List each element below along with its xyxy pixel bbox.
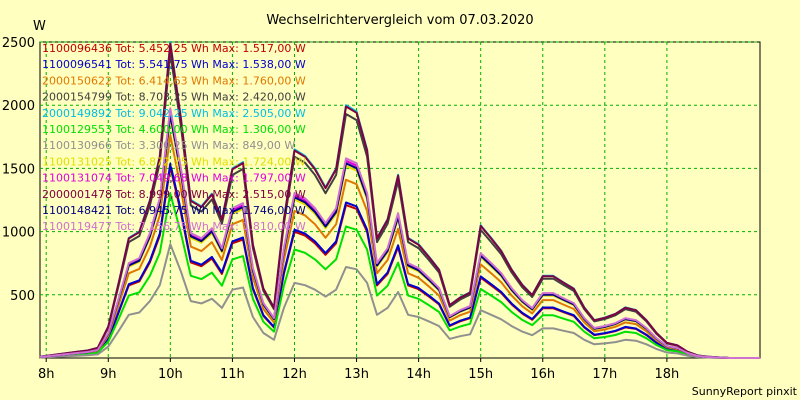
legend-item: 1100096541 Tot: 5.541,75 Wh Max: 1.538,0… bbox=[42, 58, 306, 71]
series-line-7 bbox=[39, 243, 760, 359]
series-line-2 bbox=[39, 162, 760, 359]
y-tick-label: 2000 bbox=[2, 99, 35, 114]
footer-credit: SunnyReport pinxit bbox=[692, 385, 798, 398]
legend-item: 1100096436 Tot: 5.452,25 Wh Max: 1.517,0… bbox=[42, 42, 306, 55]
x-tick-label: 13h bbox=[344, 367, 369, 382]
x-tick-label: 11h bbox=[220, 367, 245, 382]
legend-item: 1100131025 Tot: 6.872,75 Wh Max: 1.724,0… bbox=[42, 155, 306, 168]
y-tick-label: 1000 bbox=[2, 226, 35, 241]
chart-title: Wechselrichtervergleich vom 07.03.2020 bbox=[266, 13, 533, 28]
y-axis-unit: W bbox=[33, 19, 46, 34]
legend: 1100096436 Tot: 5.452,25 Wh Max: 1.517,0… bbox=[42, 42, 306, 233]
legend-item: 1100148421 Tot: 6.945,75 Wh Max: 1.746,0… bbox=[42, 204, 306, 217]
legend-item: 1100129553 Tot: 4.600,00 Wh Max: 1.306,0… bbox=[42, 123, 306, 136]
x-tick-label: 12h bbox=[282, 367, 307, 382]
series-line-3 bbox=[39, 134, 760, 359]
x-tick-label: 16h bbox=[530, 367, 555, 382]
y-ticks: 500 1000 1500 2000 2500 bbox=[2, 36, 35, 304]
series-line-12 bbox=[39, 107, 760, 359]
y-tick-label: 1500 bbox=[2, 162, 35, 177]
legend-item: 1100130966 Tot: 3.300,25 Wh Max: 849,00 … bbox=[42, 139, 295, 152]
legend-item: 2000149892 Tot: 9.042,25 Wh Max: 2.505,0… bbox=[42, 107, 306, 120]
x-tick-label: 10h bbox=[158, 367, 183, 382]
series-line-10 bbox=[39, 42, 760, 359]
legend-item: 1100119477 Tot: 7.156,75 Wh Max: 1.810,0… bbox=[42, 220, 306, 233]
y-tick-label: 500 bbox=[10, 289, 35, 304]
series-line-6 bbox=[39, 192, 760, 359]
legend-item: 2000001478 Tot: 8.999,00 Wh Max: 2.515,0… bbox=[42, 188, 306, 201]
x-tick-label: 8h bbox=[38, 367, 55, 382]
x-tick-label: 15h bbox=[468, 367, 493, 382]
x-tick-label: 14h bbox=[406, 367, 431, 382]
x-tick-label: 17h bbox=[592, 367, 617, 382]
x-tick-label: 18h bbox=[655, 367, 680, 382]
series-lines bbox=[39, 41, 760, 359]
x-ticks: 8h 9h 10h 11h 12h 13h 14h 15h 16h 17h 18h bbox=[38, 358, 679, 382]
legend-item: 1100131074 Tot: 7.049,68 Wh Max: 1.797,0… bbox=[42, 172, 306, 185]
legend-item: 2000150622 Tot: 6.414,63 Wh Max: 1.760,0… bbox=[42, 74, 306, 87]
y-tick-label: 2500 bbox=[2, 36, 35, 51]
legend-item: 2000154799 Tot: 8.703,25 Wh Max: 2.420,0… bbox=[42, 91, 306, 104]
x-tick-label: 9h bbox=[100, 367, 117, 382]
